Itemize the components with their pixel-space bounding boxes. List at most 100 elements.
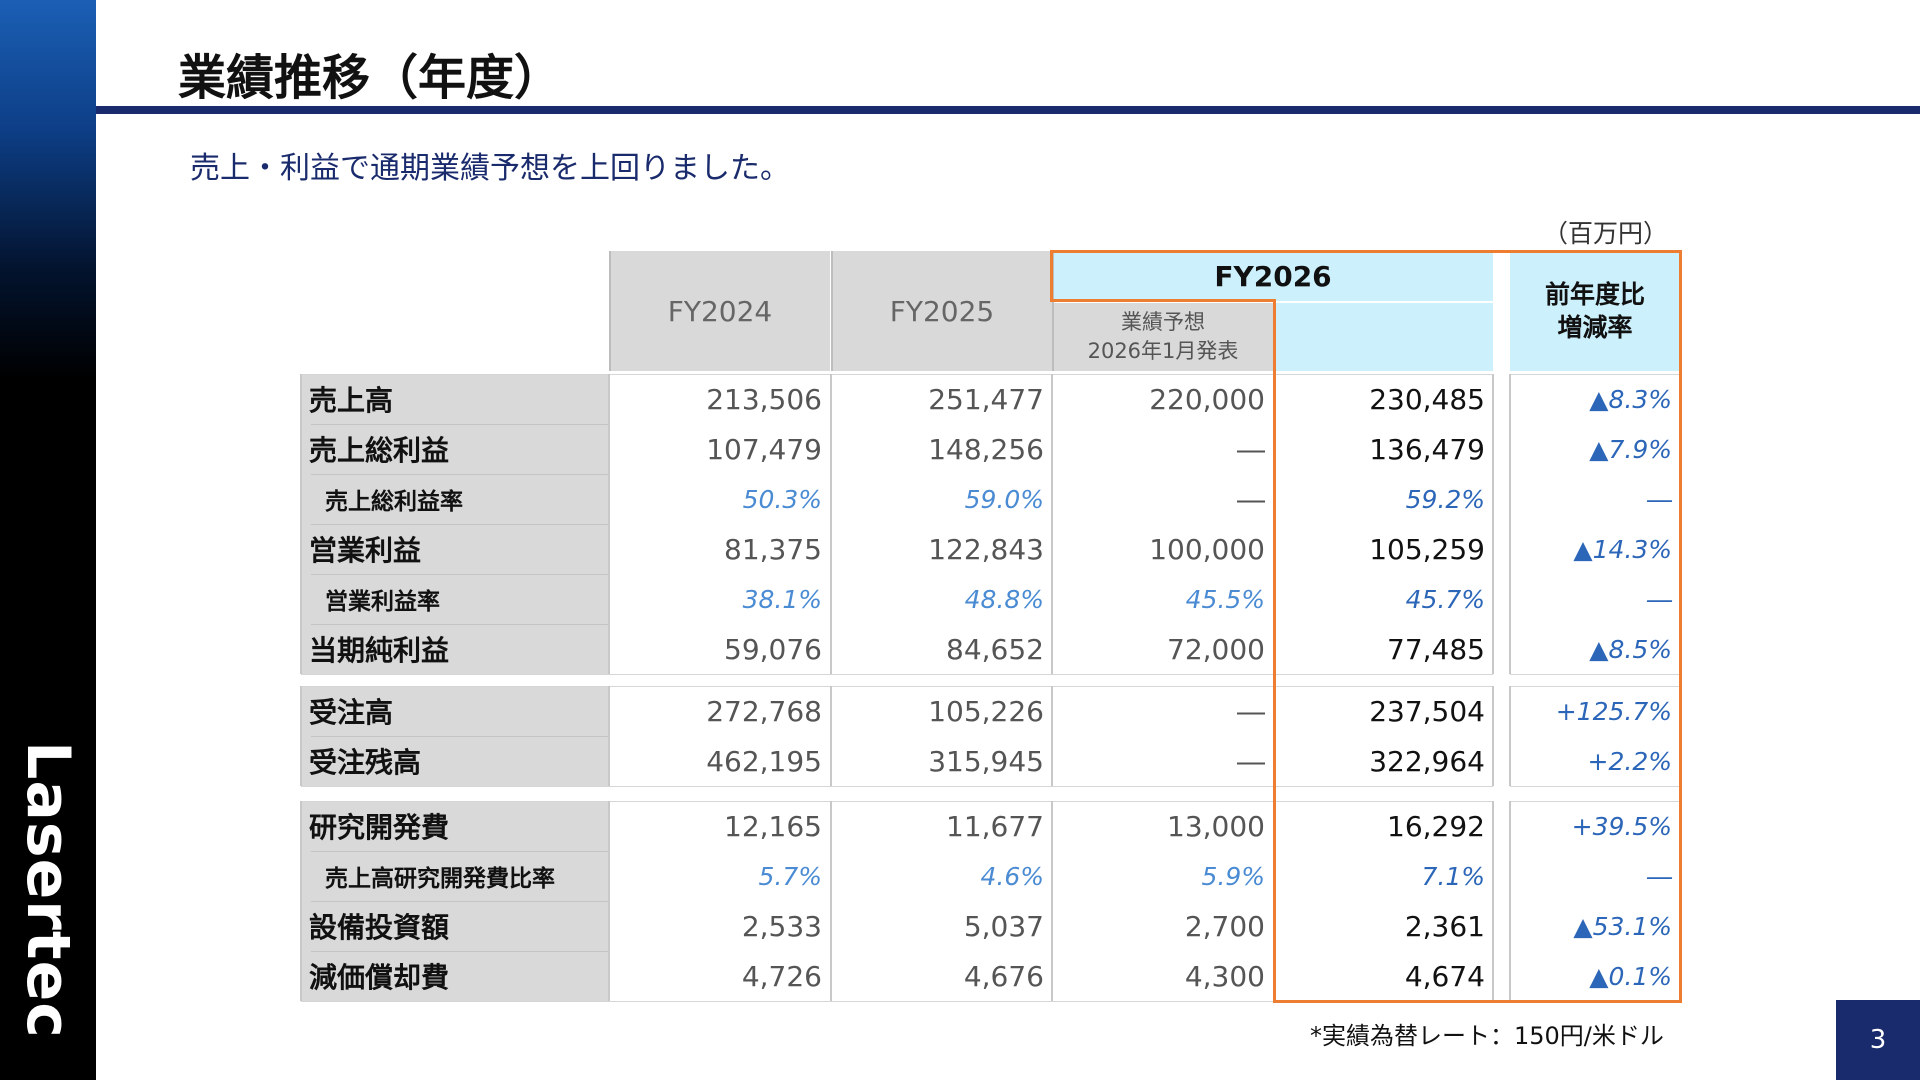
cell-yoy: +39.5% (1571, 811, 1672, 841)
row-separator (311, 951, 609, 952)
cell-fy2026: 237,504 (1369, 694, 1485, 728)
column-separator (1051, 374, 1053, 674)
header-fy2026-actual (1275, 303, 1493, 371)
cell-fy2026: 4,674 (1404, 959, 1485, 993)
row-label: 営業利益率 (301, 574, 609, 624)
table-rule (301, 674, 1493, 675)
header-fy2025: FY2025 (832, 251, 1052, 371)
cell-fy2026: 16,292 (1387, 809, 1485, 843)
column-separator (1492, 686, 1494, 786)
table-rule (301, 1001, 1493, 1002)
cell-forecast: 13,000 (1167, 809, 1265, 843)
cell-fy2024: 462,195 (706, 744, 822, 778)
column-separator (1509, 801, 1511, 1001)
column-separator (608, 801, 610, 1001)
cell-fy2026: 136,479 (1369, 432, 1485, 466)
header-yoy-line2: 増減率 (1557, 313, 1633, 342)
table-rule (301, 801, 1493, 802)
cell-yoy: ▲7.9% (1589, 434, 1672, 464)
cell-fy2025: 5,037 (963, 909, 1044, 943)
column-separator (608, 686, 610, 786)
column-separator (300, 374, 302, 674)
highlight-frame-bottom (1273, 1000, 1682, 1003)
cell-fy2024: 213,506 (706, 382, 822, 416)
column-separator (1509, 686, 1511, 786)
unit-note: （百万円） (1543, 219, 1669, 248)
cell-forecast: 4,300 (1184, 959, 1265, 993)
header-forecast: 業績予想 2026年1月発表 (1053, 303, 1273, 371)
row-label: 研究開発費 (301, 801, 609, 851)
cell-fy2025: 11,677 (946, 809, 1044, 843)
row-separator (311, 901, 609, 902)
header-separator (609, 251, 611, 371)
cell-yoy: ▲0.1% (1589, 961, 1672, 991)
row-separator (311, 424, 609, 425)
cell-fy2025: 84,652 (946, 632, 1044, 666)
column-separator (1051, 801, 1053, 1001)
cell-yoy: ― (1647, 584, 1672, 614)
cell-fy2025: 148,256 (928, 432, 1044, 466)
cell-yoy: ▲8.5% (1589, 634, 1672, 664)
cell-yoy: ▲14.3% (1573, 534, 1672, 564)
footnote: *実績為替レート：150円/米ドル (1310, 1022, 1664, 1050)
header-separator (1052, 251, 1054, 371)
page-title: 業績推移（年度） (178, 50, 563, 106)
row-label: 当期純利益 (301, 624, 609, 674)
page-number: 3 (1836, 1000, 1920, 1080)
header-fy2024: FY2024 (610, 251, 830, 371)
cell-yoy: +2.2% (1587, 746, 1672, 776)
highlight-frame-yoy-top (1491, 250, 1681, 253)
cell-fy2026: 77,485 (1387, 632, 1485, 666)
highlight-frame-right (1679, 250, 1682, 1003)
cell-forecast: ― (1237, 694, 1265, 728)
cell-yoy: ― (1647, 861, 1672, 891)
row-label: 売上高研究開発費比率 (301, 851, 609, 901)
row-label: 設備投資額 (301, 901, 609, 951)
row-label: 売上高 (301, 374, 609, 424)
table-rule (1510, 786, 1680, 787)
highlight-frame-top (1050, 250, 1494, 253)
table-rule (301, 686, 1493, 687)
cell-fy2025: 105,226 (928, 694, 1044, 728)
cell-forecast: 45.5% (1185, 584, 1265, 614)
row-separator (311, 574, 609, 575)
table-rule (1510, 801, 1680, 802)
table-rule (1510, 674, 1680, 675)
row-label: 減価償却費 (301, 951, 609, 1001)
column-separator (830, 686, 832, 786)
brand-sidebar: Lasertec (0, 0, 96, 1080)
header-yoy: 前年度比 増減率 (1510, 251, 1680, 371)
header-forecast-line1: 業績予想 (1121, 310, 1205, 334)
cell-yoy: ▲53.1% (1573, 911, 1672, 941)
cell-forecast: 100,000 (1149, 532, 1265, 566)
cell-fy2026: 2,361 (1404, 909, 1485, 943)
row-label: 売上総利益 (301, 424, 609, 474)
row-label: 営業利益 (301, 524, 609, 574)
cell-fy2025: 251,477 (928, 382, 1044, 416)
column-separator (1509, 374, 1511, 674)
column-separator (1492, 801, 1494, 1001)
cell-yoy: ▲8.3% (1589, 384, 1672, 414)
cell-fy2025: 4.6% (980, 861, 1044, 891)
row-label: 受注高 (301, 686, 609, 736)
cell-fy2024: 50.3% (742, 484, 822, 514)
cell-fy2026: 322,964 (1369, 744, 1485, 778)
title-divider (96, 106, 1920, 114)
cell-fy2025: 4,676 (963, 959, 1044, 993)
cell-fy2025: 48.8% (964, 584, 1044, 614)
cell-fy2024: 5.7% (758, 861, 822, 891)
cell-fy2026: 59.2% (1405, 484, 1485, 514)
cell-yoy: ― (1647, 484, 1672, 514)
cell-fy2024: 4,726 (741, 959, 822, 993)
cell-fy2024: 38.1% (742, 584, 822, 614)
cell-yoy: +125.7% (1555, 696, 1672, 726)
cell-fy2026: 45.7% (1405, 584, 1485, 614)
highlight-frame-left (1273, 299, 1276, 1003)
header-forecast-line2: 2026年1月発表 (1087, 339, 1239, 363)
cell-fy2026: 230,485 (1369, 382, 1485, 416)
cell-forecast: 72,000 (1167, 632, 1265, 666)
cell-fy2024: 59,076 (724, 632, 822, 666)
cell-fy2024: 272,768 (706, 694, 822, 728)
cell-forecast: ― (1237, 432, 1265, 466)
row-separator (311, 851, 609, 852)
